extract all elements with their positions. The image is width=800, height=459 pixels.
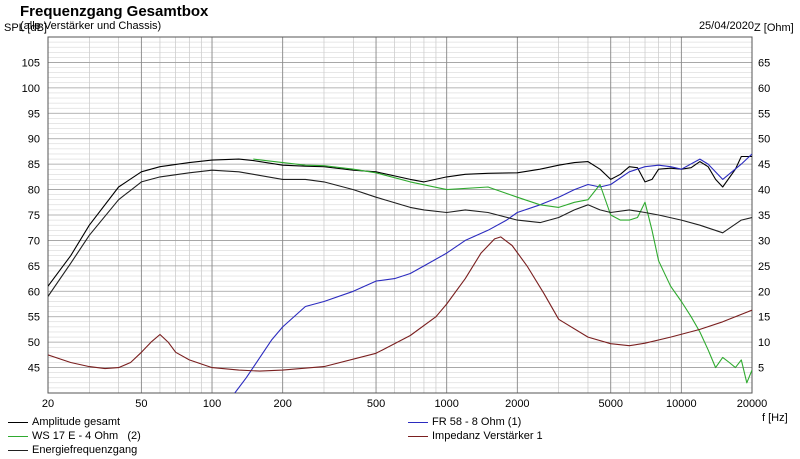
y-tick-label: 75 [28, 210, 40, 222]
chart-date: 25/04/2020 [698, 20, 754, 32]
y-tick-label: 90 [28, 134, 40, 146]
y2-tick-label: 40 [758, 185, 770, 197]
y-tick-label: 105 [22, 57, 40, 69]
y2-tick-label: 25 [758, 261, 770, 273]
x-tick-label: 1000 [434, 398, 458, 410]
x-tick-label: 200 [273, 398, 291, 410]
legend-swatch-impedance [408, 435, 428, 437]
legend-item-fr58: FR 58 - 8 Ohm (1) [408, 416, 521, 428]
y-tick-label: 60 [28, 286, 40, 298]
y-tick-label: 80 [28, 185, 40, 197]
legend-label-fr58: FR 58 - 8 Ohm (1) [432, 416, 522, 428]
y-tick-label: 55 [28, 312, 40, 324]
y2-tick-label: 45 [758, 159, 770, 171]
legend-swatch-amplitude [8, 421, 28, 423]
y2-tick-label: 60 [758, 83, 770, 95]
y-tick-label: 45 [28, 363, 40, 375]
x-tick-label: 10000 [666, 398, 697, 410]
series-line-amplitude-gesamt [48, 155, 752, 287]
y-tick-label: 85 [28, 159, 40, 171]
y-tick-label: 100 [22, 83, 40, 95]
legend-item-energy: Energiefrequenzgang [8, 444, 137, 456]
legend-swatch-fr58 [408, 421, 428, 423]
x-tick-label: 2000 [505, 398, 529, 410]
legend-item-impedance: Impedanz Verstärker 1 [408, 430, 543, 442]
y2-tick-label: 30 [758, 235, 770, 247]
y2-axis-label: Z [Ohm] [754, 22, 794, 34]
x-tick-label: 100 [203, 398, 221, 410]
chart-subtitle: (alle Verstärker und Chassis) [20, 20, 162, 32]
y-axis-label: SPL [dB] [4, 22, 47, 34]
y-tick-label: 95 [28, 108, 40, 120]
series-line-energiefrequenzgang [48, 169, 752, 297]
y-tick-label: 70 [28, 235, 40, 247]
x-tick-label: 20 [42, 398, 54, 410]
x-tick-label: 500 [367, 398, 385, 410]
chart-title: Frequenzgang Gesamtbox [20, 3, 209, 20]
y-tick-label: 65 [28, 261, 40, 273]
plot-frame [47, 36, 753, 394]
legend-item-ws17: WS 17 E - 4 Ohm (2) [8, 430, 141, 442]
y2-tick-label: 35 [758, 210, 770, 222]
x-tick-label: 5000 [598, 398, 622, 410]
y2-tick-label: 15 [758, 312, 770, 324]
y2-tick-label: 65 [758, 57, 770, 69]
series-line-impedanz-verst-rker-1 [48, 236, 752, 372]
x-tick-label: 20000 [737, 398, 768, 410]
y2-tick-label: 20 [758, 286, 770, 298]
legend-label-energy: Energiefrequenzgang [32, 444, 138, 456]
legend-swatch-energy [8, 449, 28, 451]
series-line-ws-17-e-4-ohm-2 [253, 158, 752, 384]
legend-label-impedance: Impedanz Verstärker 1 [432, 430, 543, 442]
legend-label-amplitude: Amplitude gesamt [32, 416, 121, 428]
y2-tick-label: 10 [758, 337, 770, 349]
y2-tick-label: 5 [758, 363, 764, 375]
series-line-fr-58-8-ohm-1 [234, 153, 752, 393]
x-tick-label: 50 [135, 398, 147, 410]
y2-tick-label: 55 [758, 108, 770, 120]
legend-item-amplitude: Amplitude gesamt [8, 416, 120, 428]
legend-label-ws17: WS 17 E - 4 Ohm (2) [32, 430, 141, 442]
y-tick-label: 50 [28, 337, 40, 349]
y2-tick-label: 50 [758, 134, 770, 146]
legend-swatch-ws17 [8, 435, 28, 437]
x-axis-label: f [Hz] [762, 412, 788, 424]
